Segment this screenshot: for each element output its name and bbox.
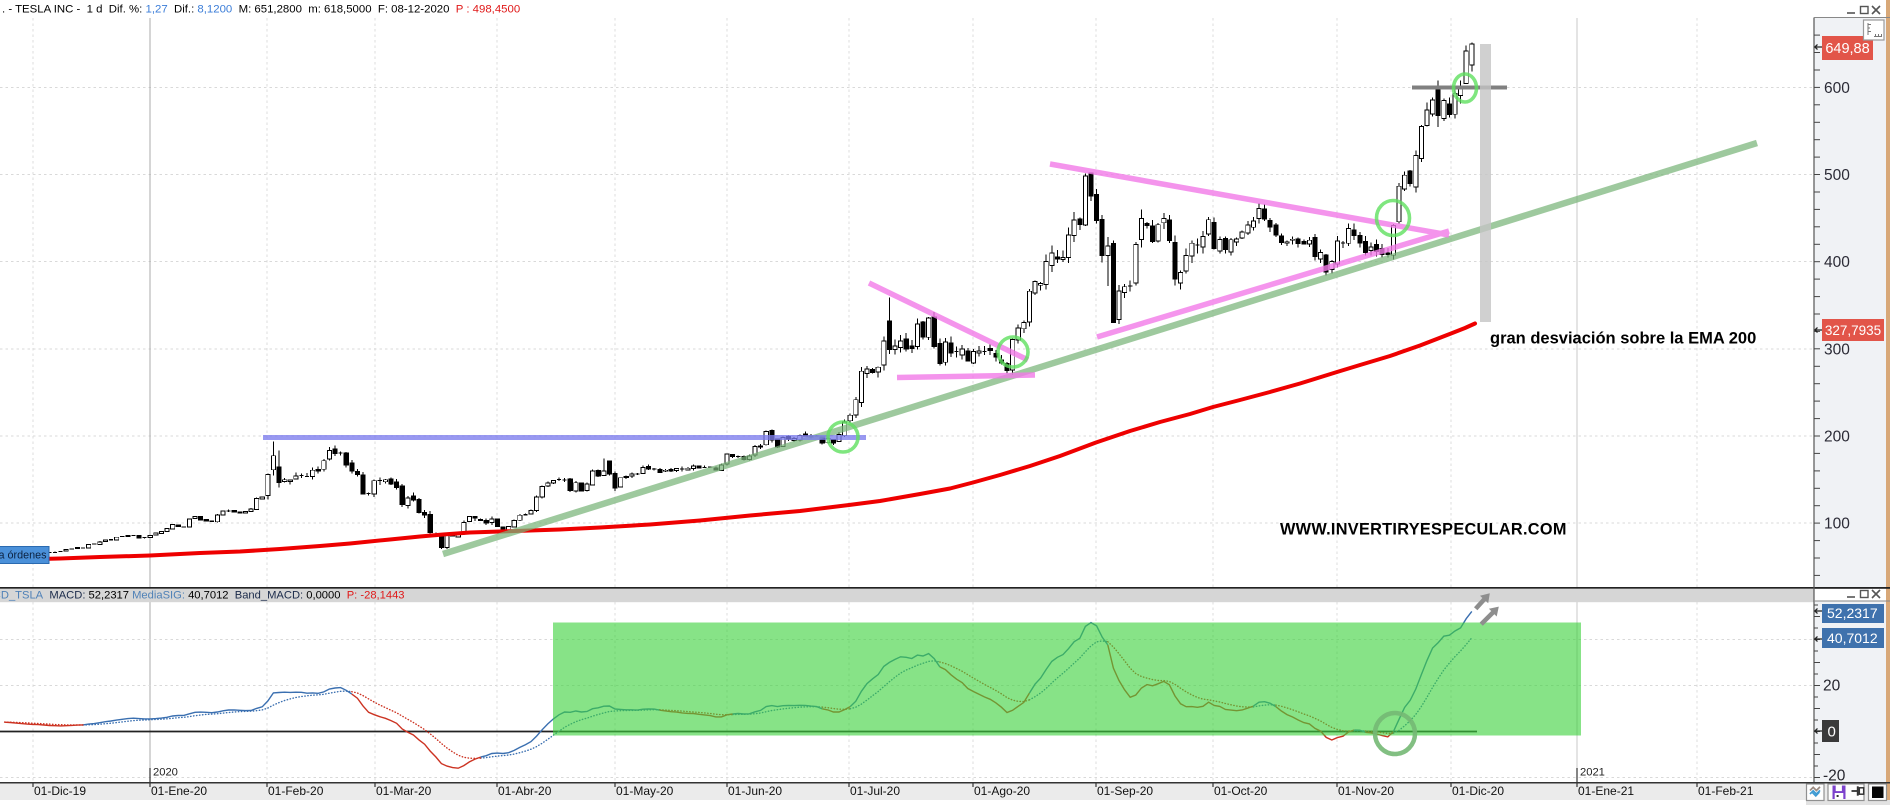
svg-text:01-Abr-20: 01-Abr-20 [498, 784, 552, 798]
svg-text:01-Dic-19: 01-Dic-19 [34, 784, 86, 798]
svg-text:100: 100 [1824, 516, 1850, 533]
svg-text:20: 20 [1823, 678, 1841, 695]
svg-text:400: 400 [1824, 254, 1850, 271]
svg-text:01-Feb-21: 01-Feb-21 [1698, 784, 1754, 798]
svg-text:01-Dic-20: 01-Dic-20 [1452, 784, 1504, 798]
svg-text:01-Ene-21: 01-Ene-21 [1578, 784, 1634, 798]
svg-text:2021: 2021 [1580, 767, 1605, 779]
svg-text:52,2317: 52,2317 [1827, 605, 1878, 621]
svg-text:MACD_TSLA MACD: 52,2317 Media: MACD_TSLA MACD: 52,2317 MediaSIG: 40,701… [0, 590, 405, 602]
svg-text:01-Ago-20: 01-Ago-20 [974, 784, 1030, 798]
svg-text:300: 300 [1824, 341, 1850, 358]
svg-text:2020: 2020 [153, 767, 178, 779]
svg-text:gran desviación sobre la EMA 2: gran desviación sobre la EMA 200 [1490, 330, 1756, 348]
svg-text:01-May-20: 01-May-20 [616, 784, 674, 798]
svg-text:0: 0 [1828, 724, 1836, 741]
svg-text:-20: -20 [1823, 768, 1846, 785]
svg-text:600: 600 [1824, 80, 1850, 97]
svg-text:500: 500 [1824, 167, 1850, 184]
svg-text:01-Nov-20: 01-Nov-20 [1338, 784, 1394, 798]
svg-text:40,7012: 40,7012 [1827, 630, 1878, 646]
svg-text:01-Mar-20: 01-Mar-20 [376, 784, 432, 798]
svg-text:01-Jul-20: 01-Jul-20 [850, 784, 900, 798]
svg-text:WWW.INVERTIRYESPECULAR.COM: WWW.INVERTIRYESPECULAR.COM [1280, 521, 1567, 539]
svg-text:01-Sep-20: 01-Sep-20 [1097, 784, 1153, 798]
svg-text:01-Feb-20: 01-Feb-20 [268, 784, 324, 798]
svg-text:a órdenes: a órdenes [0, 550, 47, 562]
svg-text:327,7935: 327,7935 [1825, 323, 1881, 338]
svg-text:01-Jun-20: 01-Jun-20 [728, 784, 782, 798]
svg-text:. - TESLA INC - 1 d Dif. %:: . - TESLA INC - 1 d Dif. %: 1,27 Dif.: 8… [2, 4, 520, 16]
svg-text:01-Ene-20: 01-Ene-20 [151, 784, 207, 798]
svg-text:649,88: 649,88 [1825, 41, 1869, 57]
svg-text:01-Oct-20: 01-Oct-20 [1214, 784, 1268, 798]
svg-text:200: 200 [1824, 429, 1850, 446]
